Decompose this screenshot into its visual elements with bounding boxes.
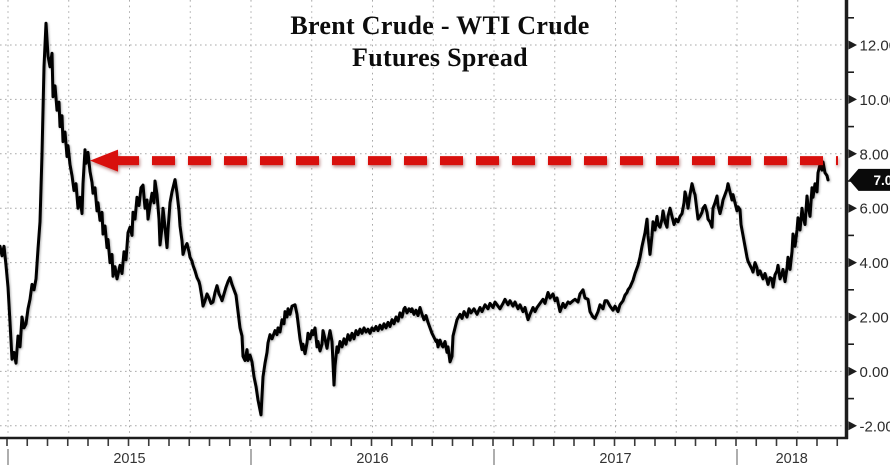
y-tick-arrow — [848, 421, 857, 431]
y-tick-arrow — [848, 40, 857, 50]
last-price-tag: 7.04 — [849, 168, 890, 191]
axes — [0, 0, 849, 440]
y-tick-label: 4.00 — [860, 255, 889, 272]
y-tick-label: 8.00 — [860, 146, 889, 163]
y-tick-label: -2.00 — [860, 418, 890, 435]
year-label: 2015 — [113, 451, 145, 467]
y-tick-arrow — [848, 203, 857, 213]
y-tick-arrow — [848, 366, 857, 376]
y-tick-arrow — [848, 258, 857, 268]
x-axis-ticks — [6, 439, 839, 465]
gridlines — [0, 0, 845, 437]
y-tick-arrow — [848, 312, 857, 322]
resistance-arrow-annotation — [90, 149, 838, 172]
y-tick-arrow — [848, 149, 857, 159]
spread-line — [0, 21, 830, 417]
y-tick-arrow — [848, 94, 857, 104]
y-tick-label: 6.00 — [860, 201, 889, 218]
chart-title: Brent Crude - WTI Crude Futures Spread — [170, 10, 710, 74]
x-axis-year-labels: 2015 2016 2017 2018 — [113, 451, 808, 467]
y-axis-ticks — [848, 16, 857, 431]
chart-title-line2: Futures Spread — [352, 43, 528, 72]
year-label: 2017 — [599, 451, 631, 467]
chart-title-line1: Brent Crude - WTI Crude — [290, 11, 590, 40]
y-tick-label: 12.00 — [860, 38, 890, 55]
y-tick-label: 0.00 — [860, 364, 889, 381]
year-label: 2016 — [356, 451, 388, 467]
y-tick-label: 10.00 — [860, 92, 890, 109]
price-tag-value: 7.04 — [874, 173, 890, 188]
y-axis-labels: 12.00 10.00 8.00 6.00 4.00 2.00 0.00 -2.00 — [860, 38, 890, 436]
arrow-head — [90, 149, 118, 172]
price-tag-shape — [849, 168, 890, 191]
spread-line-series — [0, 21, 830, 417]
year-label: 2018 — [776, 451, 808, 467]
y-tick-label: 2.00 — [860, 310, 889, 327]
